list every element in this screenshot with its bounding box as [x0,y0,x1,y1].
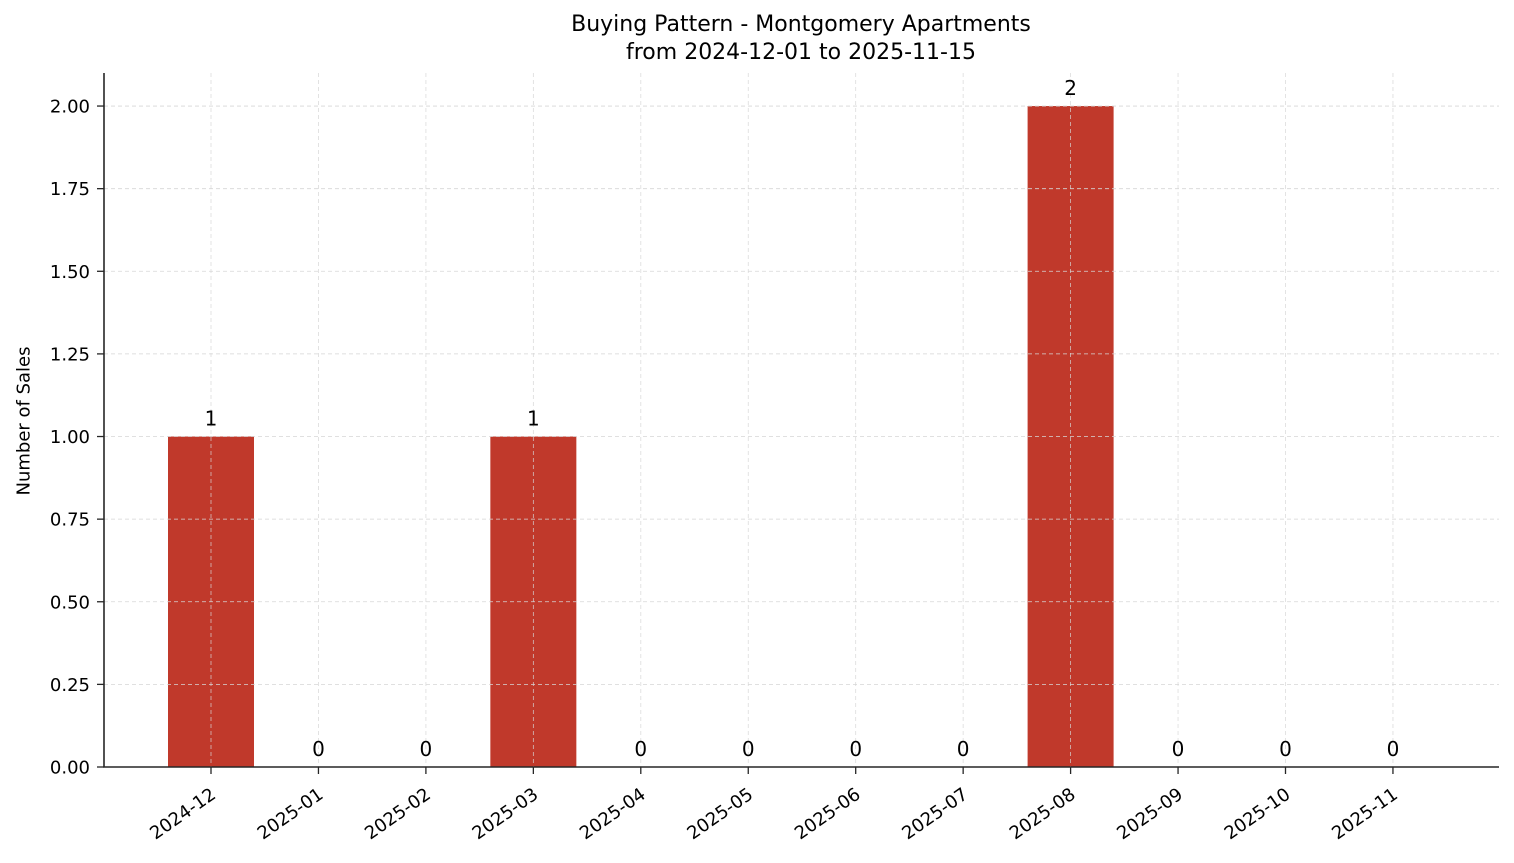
x-tick-label: 2025-06 [791,784,865,844]
y-tick-label: 1.00 [50,427,90,448]
data-labels: 1 0 0 1 0 0 0 0 2 0 0 0 [205,76,1400,761]
y-axis-label: Number of Sales [13,346,35,496]
x-tick-label: 2025-11 [1328,784,1402,844]
bar-value-label: 0 [742,737,755,761]
y-tick-label: 1.50 [50,262,90,283]
bar-value-label: 0 [312,737,325,761]
bar-value-label: 0 [849,737,862,761]
y-tick-label: 0.75 [50,510,90,531]
bar-value-label: 2 [1064,76,1077,100]
chart-subtitle: from 2024-12-01 to 2025-11-15 [626,40,976,65]
x-tick-label: 2025-08 [1006,784,1080,844]
x-tick-label: 2024-12 [146,784,220,844]
x-tick-label: 2025-02 [361,784,435,844]
bar-value-label: 0 [634,737,647,761]
bar-value-label: 0 [1172,737,1185,761]
x-tick-label: 2025-07 [898,784,972,844]
y-tick-label: 2.00 [50,97,90,118]
y-tick-label: 0.50 [50,592,90,613]
chart-title: Buying Pattern - Montgomery Apartments [571,12,1031,37]
x-tick-label: 2025-09 [1113,784,1187,844]
bar-value-label: 0 [1279,737,1292,761]
y-tick-label: 1.75 [50,179,90,200]
bar-value-label: 0 [1387,737,1400,761]
bar-value-label: 0 [957,737,970,761]
x-tick-label: 2025-04 [576,784,650,844]
x-tick-label: 2025-05 [683,784,757,844]
x-tick-label: 2025-01 [254,784,328,844]
y-tick-label: 1.25 [50,344,90,365]
x-tick-label: 2025-03 [469,784,543,844]
y-tick-label: 0.25 [50,675,90,696]
bar-value-label: 1 [527,407,540,431]
bar-value-label: 1 [205,407,218,431]
x-tick-label: 2025-10 [1221,784,1295,844]
y-tick-label: 0.00 [50,758,90,779]
bar-value-label: 0 [420,737,433,761]
grid-lines [104,73,1499,768]
